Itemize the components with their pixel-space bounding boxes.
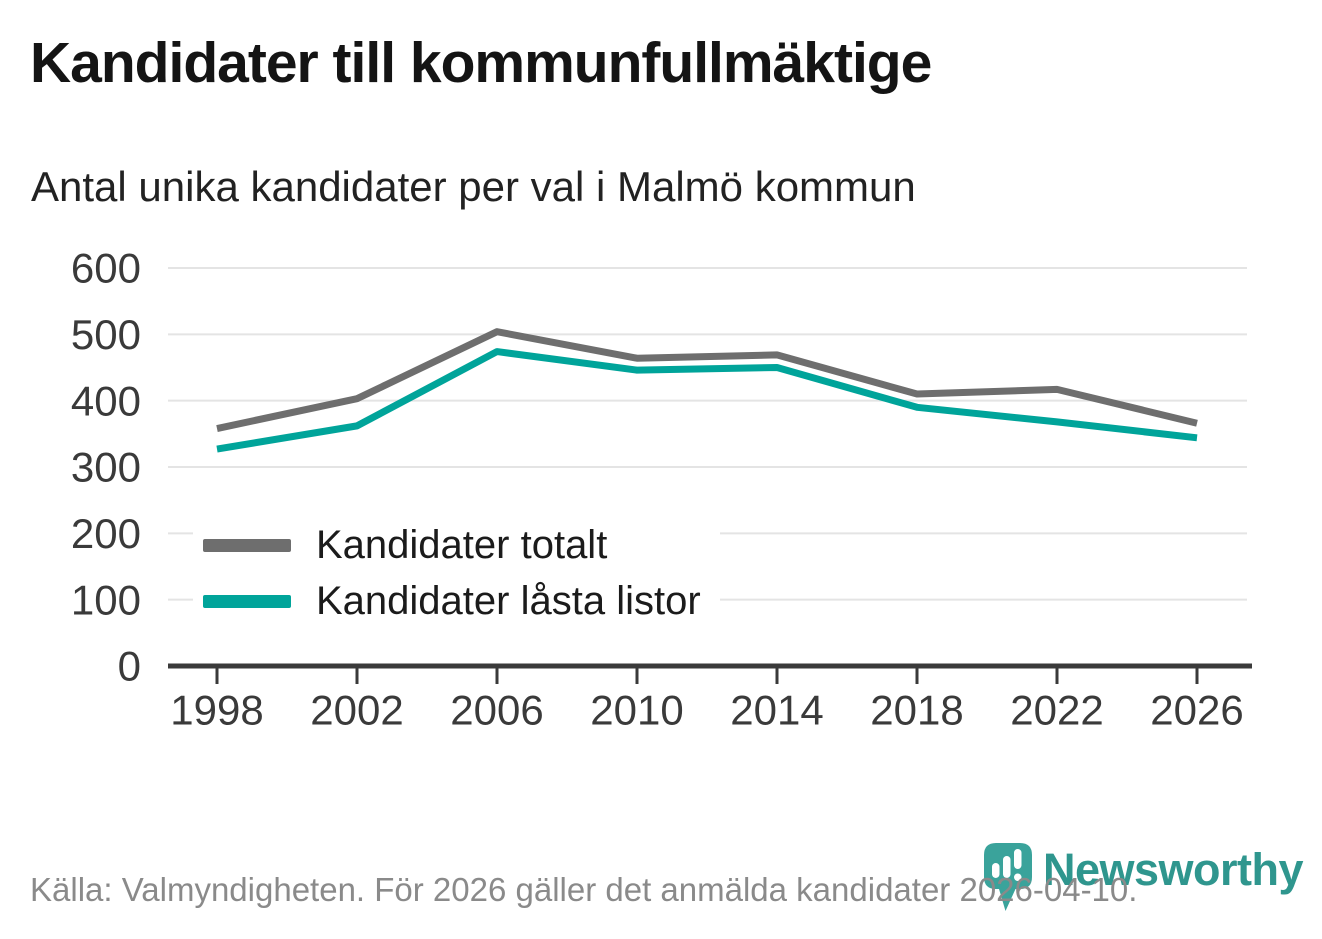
newsworthy-logo: Newsworthy	[982, 841, 1304, 915]
y-tick-label-300: 300	[71, 444, 141, 491]
series-line-kandidater-l-sta-listor	[216, 348, 1198, 453]
y-tick-label-600: 600	[71, 245, 141, 292]
legend-swatch-total	[203, 538, 291, 552]
chart-legend: Kandidater totalt Kandidater låsta listo…	[193, 517, 720, 629]
newsworthy-wordmark: Newsworthy	[1043, 844, 1304, 895]
x-tick-label-2018: 2018	[870, 687, 963, 734]
legend-item-locked: Kandidater låsta listor	[193, 573, 720, 629]
page-title: Kandidater till kommunfullmäktige	[30, 31, 932, 95]
legend-label-total: Kandidater totalt	[316, 522, 608, 567]
y-tick-label-500: 500	[71, 311, 141, 358]
newsworthy-pin-barchart-icon	[984, 843, 1032, 911]
series-line-kandidater-totalt	[216, 328, 1198, 432]
x-tick-label-2022: 2022	[1010, 687, 1103, 734]
y-tick-label-100: 100	[71, 576, 141, 623]
legend-item-total: Kandidater totalt	[193, 517, 720, 573]
x-tick-label-2026: 2026	[1150, 687, 1243, 734]
x-tick-label-2006: 2006	[450, 687, 543, 734]
y-tick-label-200: 200	[71, 510, 141, 557]
x-tick-label-1998: 1998	[170, 687, 263, 734]
x-tick-label-2014: 2014	[730, 687, 823, 734]
legend-label-locked: Kandidater låsta listor	[316, 578, 701, 623]
x-tick-label-2002: 2002	[310, 687, 403, 734]
source-note: Källa: Valmyndigheten. För 2026 gäller d…	[30, 871, 1138, 908]
chart-subtitle: Antal unika kandidater per val i Malmö k…	[31, 163, 916, 210]
y-tick-label-400: 400	[71, 377, 141, 424]
legend-swatch-locked	[203, 594, 291, 608]
x-tick-label-2010: 2010	[590, 687, 683, 734]
y-tick-label-0: 0	[118, 643, 141, 690]
